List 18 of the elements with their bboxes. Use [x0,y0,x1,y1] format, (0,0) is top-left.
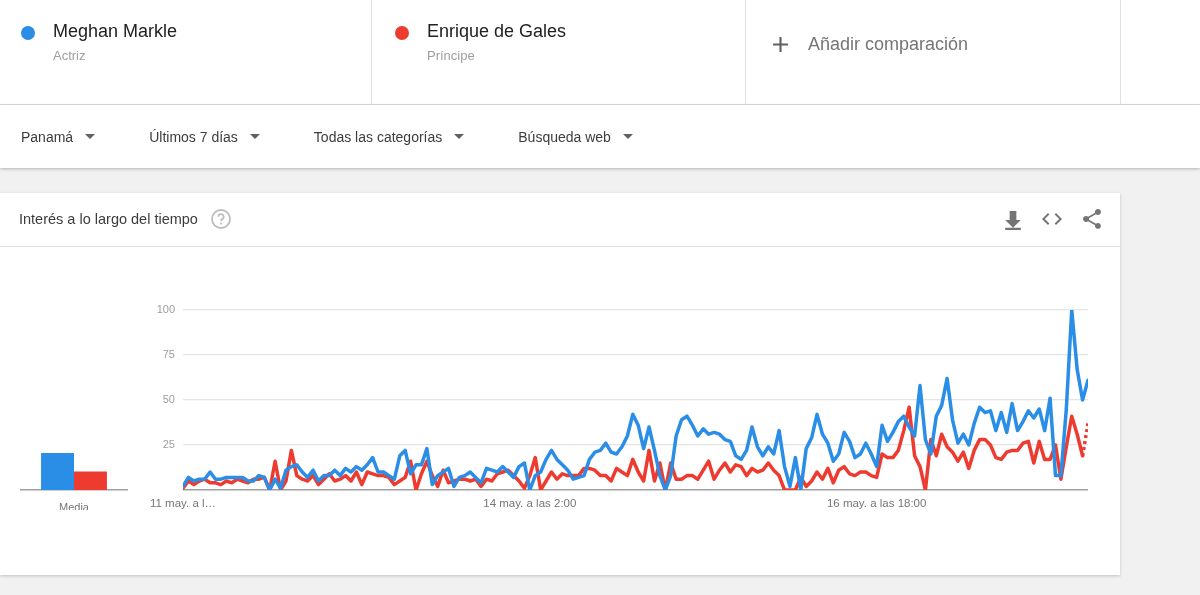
text: Príncipe [427,48,475,63]
legend-label: Enrique de Gales [427,21,567,42]
x-tick-label: 11 may. a l… [149,497,217,510]
chart-title: Interés a lo largo del tiempo [19,211,198,227]
text: Todas las categorías [313,128,443,145]
text: Búsqueda web [518,128,611,145]
x-tick-label: 16 may. a las 18:00 [826,497,927,510]
y-tick-label: 100 [156,303,175,316]
text: Últimos 7 días [149,128,238,145]
text: Actriz [53,48,86,63]
y-tick-label: 25 [162,438,175,451]
y-tick-label: 50 [162,393,175,406]
x-tick-label: Media [59,500,90,513]
text: Panamá [21,128,74,145]
x-tick-label: 14 may. a las 2:00 [483,497,577,510]
text: Añadir comparación [808,34,969,55]
y-tick-label: 75 [162,348,175,361]
legend-label: Meghan Markle [53,21,178,42]
